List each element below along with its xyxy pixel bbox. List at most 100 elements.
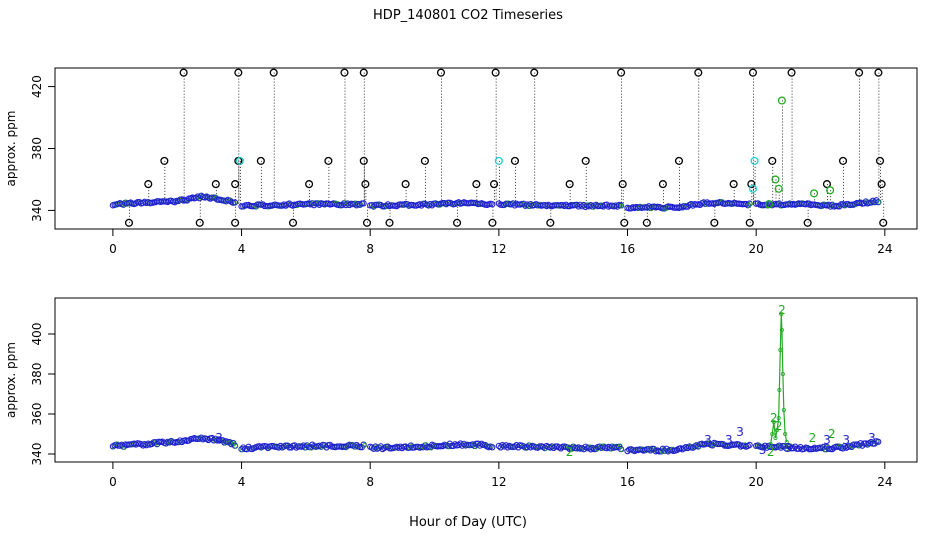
x-tick-label: 12 (491, 242, 506, 256)
baseline-point (744, 202, 751, 209)
outlier-point (620, 218, 629, 227)
x-tick-label: 0 (109, 475, 117, 489)
y-tick-label: 420 (30, 75, 44, 98)
x-axis-label: Hour of Day (UTC) (409, 515, 527, 530)
baseline-point-alt (233, 443, 239, 449)
x-tick-label: 24 (877, 242, 892, 256)
baseline-point-alt (876, 199, 882, 205)
spike-line (770, 313, 788, 445)
y-tick-label: 380 (30, 137, 44, 160)
outlier-point (747, 180, 756, 189)
outlier-point (124, 218, 134, 227)
annotation-label: 2 (809, 431, 817, 445)
outlier-point (510, 156, 519, 165)
outlier-point (234, 68, 243, 77)
x-tick-label: 8 (366, 242, 374, 256)
spike-point (783, 431, 788, 436)
annotation-label: 3 (868, 431, 876, 445)
outlier-point (803, 218, 812, 227)
outlier-point (530, 68, 539, 77)
outlier-point (256, 156, 265, 165)
baseline-point (719, 440, 727, 448)
spike-point (773, 435, 778, 440)
baseline-point (259, 201, 266, 208)
annotation-label: 3 (842, 433, 850, 447)
annotation-label: 2 (770, 411, 778, 425)
baseline-point (489, 201, 496, 208)
panel-1: 0 4 8 12 16 20 24 340 380 420 approx. ppm (4, 67, 918, 256)
outlier-point (288, 218, 298, 227)
annotation-label: 2 (775, 419, 783, 433)
outlier-point (617, 68, 626, 77)
outlier-point (565, 180, 574, 189)
y-tick-label: 340 (30, 199, 44, 222)
baseline-point (746, 200, 753, 207)
outlier-point (401, 180, 410, 189)
annotation-label: 3 (215, 431, 223, 445)
x-tick-label: 20 (749, 242, 764, 256)
annotation-label: 2 (778, 303, 786, 317)
baseline-point (875, 198, 882, 206)
outlier-point (774, 184, 783, 193)
outlier-point (777, 96, 786, 105)
outlier-point (361, 180, 370, 189)
outlier-point (875, 156, 885, 165)
outlier-point (179, 68, 188, 77)
plot-frame (54, 297, 918, 463)
baseline-point-alt (619, 203, 625, 209)
outlier-point (144, 180, 153, 189)
outlier-point (826, 186, 835, 195)
baseline-point-alt (362, 443, 367, 448)
x-tick-label: 0 (109, 242, 117, 256)
outlier-point (771, 175, 780, 184)
outlier-point (420, 156, 429, 165)
x-tick-label: 8 (366, 475, 374, 489)
outlier-point (658, 180, 667, 189)
baseline-point (212, 194, 219, 201)
outlier-point (642, 218, 651, 227)
y-axis-label: approx. ppm (4, 111, 18, 187)
x-tick-label: 16 (620, 242, 635, 256)
spike-point (778, 347, 783, 352)
spike-point (777, 387, 782, 392)
outlier-point (211, 180, 220, 189)
baseline-point (360, 200, 367, 207)
outlier-point (491, 68, 500, 77)
y-axis-label: approx. ppm (4, 342, 18, 418)
outlier-point (269, 68, 278, 77)
outlier-point (231, 180, 240, 189)
outlier-point (787, 68, 796, 77)
outlier-point (874, 68, 883, 77)
outlier-point (748, 184, 758, 193)
outlier-point (877, 180, 886, 189)
outlier-point (340, 68, 349, 77)
y-tick-label: 400 (30, 323, 44, 346)
baseline-point-alt (617, 443, 623, 449)
outlier-point (489, 180, 499, 189)
outlier-point (748, 68, 758, 77)
annotation-label: 3 (704, 433, 712, 447)
outlier-point (710, 218, 719, 227)
outlier-point (359, 68, 368, 77)
outlier-point (160, 156, 169, 165)
outlier-point (546, 218, 555, 227)
y-tick-label: 340 (30, 443, 44, 466)
annotation-label: 3 (823, 433, 831, 447)
outlier-point (362, 218, 372, 227)
outlier-point (235, 156, 244, 165)
x-tick-label: 16 (620, 475, 635, 489)
annotation-label: 3 (725, 433, 733, 447)
outlier-point (472, 180, 481, 189)
outlier-point (745, 218, 754, 227)
outlier-point (195, 218, 204, 227)
outlier-point (453, 218, 462, 227)
baseline-point (489, 444, 496, 451)
outlier-point (764, 200, 774, 209)
annotation-label: 2 (566, 445, 574, 459)
outlier-point (359, 156, 368, 165)
baseline-point (746, 441, 753, 449)
outlier-point (674, 156, 684, 165)
outlier-point (838, 156, 848, 165)
x-tick-label: 4 (238, 475, 246, 489)
